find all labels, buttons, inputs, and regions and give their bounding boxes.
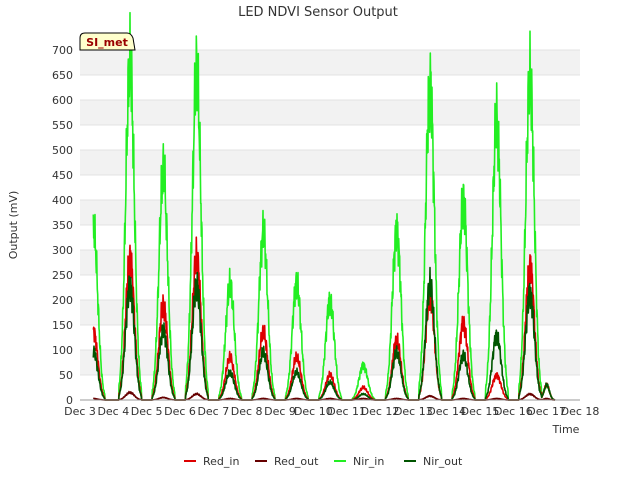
plot-band: [80, 50, 580, 75]
y-tick-label: 150: [52, 319, 73, 332]
legend-item-nir-in: Nir_in: [334, 455, 384, 468]
x-tick-label: Dec 6: [164, 405, 196, 418]
x-tick-label: Dec 11: [327, 405, 366, 418]
x-tick-label: Dec 13: [394, 405, 433, 418]
plot-band: [80, 250, 580, 275]
x-tick-label: Dec 12: [361, 405, 400, 418]
plot-band: [80, 175, 580, 200]
y-tick-label: 50: [59, 369, 73, 382]
y-tick-label: 100: [52, 344, 73, 357]
x-tick-label: Dec 16: [494, 405, 533, 418]
y-tick-label: 350: [52, 219, 73, 232]
y-tick-label: 550: [52, 119, 73, 132]
y-tick-label: 700: [52, 44, 73, 57]
site-badge-label: SI_met: [86, 36, 128, 49]
x-tick-label: Dec 9: [264, 405, 296, 418]
x-tick-label: Dec 3: [64, 405, 96, 418]
legend-label: Red_out: [274, 455, 319, 468]
site-badge-shape: [79, 32, 136, 51]
plot-band: [80, 125, 580, 150]
legend-label: Nir_out: [423, 455, 463, 468]
plot-band: [80, 200, 580, 225]
y-tick-label: 250: [52, 269, 73, 282]
plot-band: [80, 225, 580, 250]
y-tick-label: 500: [52, 144, 73, 157]
x-tick-label: Dec 4: [97, 405, 129, 418]
plot-band: [80, 150, 580, 175]
legend-item-nir-out: Nir_out: [404, 455, 463, 468]
site-badge: SI_met: [79, 32, 136, 51]
x-tick-label: Dec 10: [294, 405, 333, 418]
legend-item-red-out: Red_out: [255, 455, 319, 468]
y-tick-label: 400: [52, 194, 73, 207]
legend-label: Red_in: [203, 455, 239, 468]
plot-band: [80, 75, 580, 100]
x-axis-label: Time: [552, 423, 580, 436]
x-tick-label: Dec 17: [527, 405, 566, 418]
x-tick-label: Dec 15: [461, 405, 500, 418]
y-tick-label: 650: [52, 69, 73, 82]
legend: Red_in Red_out Nir_in Nir_out: [184, 455, 463, 468]
legend-label: Nir_in: [353, 455, 384, 468]
plot-band: [80, 350, 580, 375]
y-tick-label: 200: [52, 294, 73, 307]
y-axis-label: Output (mV): [7, 191, 20, 260]
y-tick-label: 300: [52, 244, 73, 257]
y-tick-label: 0: [66, 394, 73, 407]
y-tick-labels: 0 50 100 150 200 250 300 350 400 450 500 550 600 650 7…: [52, 44, 73, 407]
plot-band: [80, 375, 580, 400]
y-tick-label: 450: [52, 169, 73, 182]
legend-item-red-in: Red_in: [184, 455, 239, 468]
plot-band: [80, 100, 580, 125]
x-tick-label: Dec 7: [197, 405, 229, 418]
x-tick-label: Dec 5: [131, 405, 163, 418]
x-tick-label: Dec 18: [561, 405, 600, 418]
x-tick-label: Dec 14: [427, 405, 466, 418]
y-tick-label: 600: [52, 94, 73, 107]
x-tick-label: Dec 8: [231, 405, 263, 418]
chart-title: LED NDVI Sensor Output: [238, 5, 398, 20]
